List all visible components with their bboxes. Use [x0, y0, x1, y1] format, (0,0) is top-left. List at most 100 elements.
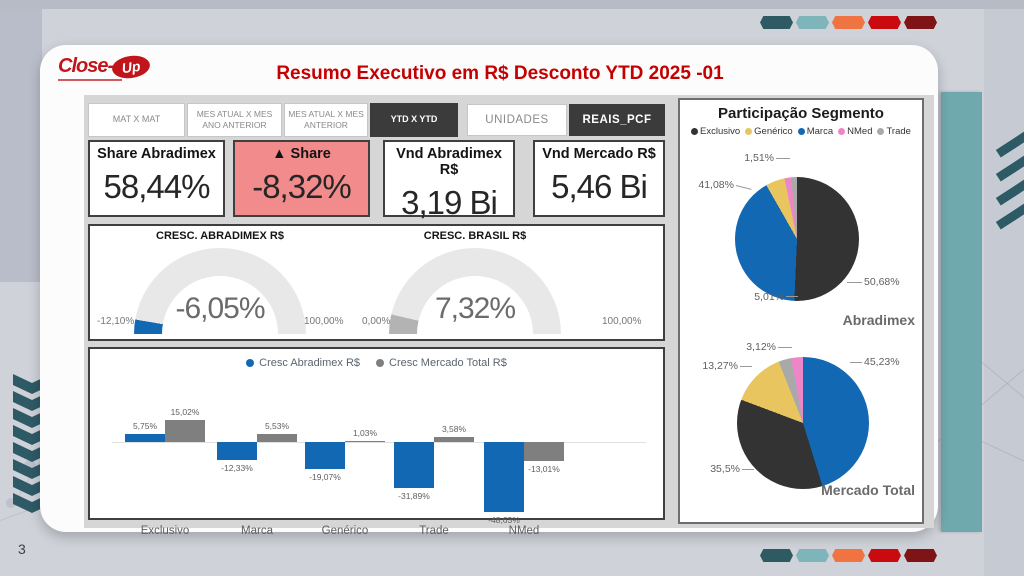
bar-value-label: 1,03% — [352, 427, 378, 438]
kpi-value: 5,46 Bi — [551, 168, 648, 205]
legend-dot — [877, 128, 885, 135]
bar[interactable] — [345, 440, 385, 442]
logo-text-up: Up — [120, 57, 142, 76]
legend-item[interactable]: Genérico — [745, 126, 793, 137]
legend-dot-blue — [246, 359, 255, 367]
legend-label: Exclusivo — [700, 126, 741, 137]
kpi-vnd-mercado: Vnd Mercado R$ 5,46 Bi — [533, 140, 665, 217]
legend-dot-gray — [376, 359, 385, 367]
pie-slice-label: 3,12% — [746, 341, 776, 353]
gauge-max-label: 100,00% — [304, 316, 344, 327]
background-left-block — [0, 9, 42, 282]
slicer-reais-pcf[interactable]: REAIS_PCF — [569, 104, 665, 136]
bar[interactable] — [165, 420, 205, 442]
bar-chart-plot[interactable]: Exclusivo Marca Genérico Trade NMed 5,75… — [90, 377, 667, 537]
kpi-delta-share: ▲ Share -8,32% — [233, 140, 370, 217]
category-label: Exclusivo — [140, 525, 190, 537]
decor-pill — [904, 16, 937, 29]
slicer-ytd-x-ytd[interactable]: YTD X YTD — [370, 103, 458, 137]
legend-item[interactable]: Marca — [797, 126, 834, 137]
decor-network-dot — [6, 498, 16, 508]
legend-label: Marca — [806, 126, 834, 137]
bar[interactable] — [305, 442, 345, 470]
gauge-value: 7,32% — [434, 292, 516, 325]
gauge-title-brasil: CRESC. BRASIL R$ — [423, 230, 527, 242]
bar-value-label: -48,63% — [488, 515, 520, 526]
slicer-unidades[interactable]: UNIDADES — [467, 104, 567, 136]
kpi-value: -8,32% — [252, 168, 352, 205]
kpi-value: 3,19 Bi — [401, 184, 498, 221]
pie-slice-label: 35,5% — [710, 463, 740, 475]
bar-chart-legend: Cresc Abradimex R$ Cresc Mercado Total R… — [90, 357, 663, 369]
decor-pill — [796, 549, 829, 562]
decor-pill-row-bottom — [760, 549, 937, 562]
background-right-block — [984, 9, 1024, 576]
bar-value-label: 5,53% — [264, 421, 290, 432]
legend-item[interactable]: Cresc Abradimex R$ — [246, 357, 360, 369]
legend-label: NMed — [847, 126, 873, 137]
pie-slice-label: 50,68% — [864, 276, 900, 288]
background-top-strip — [0, 0, 1024, 9]
decor-pill — [904, 549, 937, 562]
slicer-mat-x-mat[interactable]: MAT X MAT — [88, 103, 185, 137]
legend-dot — [838, 128, 846, 135]
decor-pill — [868, 549, 901, 562]
decor-pill — [832, 16, 865, 29]
category-label: Trade — [419, 525, 449, 537]
pie-name-label: Mercado Total — [821, 482, 915, 498]
bar-value-label: 3,58% — [441, 423, 467, 434]
bar[interactable] — [257, 434, 297, 442]
gauge-min-label: -12,10% — [97, 316, 135, 327]
legend-item[interactable]: Cresc Mercado Total R$ — [376, 357, 507, 369]
legend-dot — [745, 128, 753, 135]
kpi-title: Vnd Mercado R$ — [542, 146, 656, 162]
pie-slice-label: 13,27% — [702, 360, 738, 372]
decor-pill — [796, 16, 829, 29]
bar[interactable] — [434, 436, 474, 442]
category-label: Marca — [241, 525, 273, 537]
bar-value-label: -13,01% — [528, 463, 560, 474]
pie-mercado-total[interactable] — [737, 357, 869, 489]
kpi-title: Vnd Abradimex R$ — [396, 146, 502, 178]
legend-dot — [797, 128, 805, 135]
pie-slice-label: 5,01% — [754, 291, 784, 303]
kpi-share-abradimex: Share Abradimex 58,44% — [88, 140, 225, 217]
legend-item[interactable]: Trade — [877, 126, 911, 137]
legend-label: Cresc Mercado Total R$ — [389, 357, 507, 369]
pie-charts-panel: Participação Segmento Exclusivo Genérico… — [678, 98, 924, 524]
gauge-max-label: 100,00% — [602, 316, 642, 327]
logo-underline — [58, 79, 122, 81]
decor-pill — [760, 549, 793, 562]
pie-abradimex[interactable] — [735, 177, 859, 301]
bar[interactable] — [484, 442, 524, 513]
bar-value-label: -12,33% — [221, 462, 253, 473]
bar-value-label: -31,89% — [398, 490, 430, 501]
gauge-value: -6,05% — [175, 292, 265, 325]
bar-value-label: 15,02% — [170, 407, 200, 418]
legend-item[interactable]: Exclusivo — [691, 126, 740, 137]
gauges-panel: CRESC. ABRADIMEX R$ -6,05% -12,10% 100,0… — [88, 224, 665, 341]
pie-legend: Exclusivo Genérico Marca NMed Trade — [680, 126, 922, 137]
slicer-mes-atual-x-mes-anterior[interactable]: MES ATUAL X MES ANTERIOR — [284, 103, 368, 137]
kpi-value: 58,44% — [103, 168, 211, 205]
legend-label: Cresc Abradimex R$ — [259, 357, 361, 369]
gauge-min-label: 0,00% — [362, 316, 391, 327]
bar[interactable] — [524, 442, 564, 461]
bar[interactable] — [394, 442, 434, 488]
closeup-logo: Close- Up — [58, 52, 168, 91]
bar[interactable] — [125, 433, 165, 442]
pie-name-label: Abradimex — [842, 312, 915, 328]
legend-label: Genérico — [754, 126, 793, 137]
pie-slice-label: 41,08% — [698, 179, 734, 191]
bar-chart-panel: Cresc Abradimex R$ Cresc Mercado Total R… — [88, 347, 667, 537]
legend-item[interactable]: NMed — [838, 126, 872, 137]
slicer-mes-atual-x-mes-ano-anterior[interactable]: MES ATUAL X MES ANO ANTERIOR — [187, 103, 282, 137]
decor-pill — [868, 16, 901, 29]
decor-pill — [760, 16, 793, 29]
bar[interactable] — [217, 442, 257, 460]
gauge-title-abradimex: CRESC. ABRADIMEX R$ — [156, 230, 284, 242]
legend-label: Trade — [886, 126, 911, 137]
bar-value-label: -19,07% — [309, 472, 341, 483]
bar-value-label: 5,75% — [132, 420, 158, 431]
